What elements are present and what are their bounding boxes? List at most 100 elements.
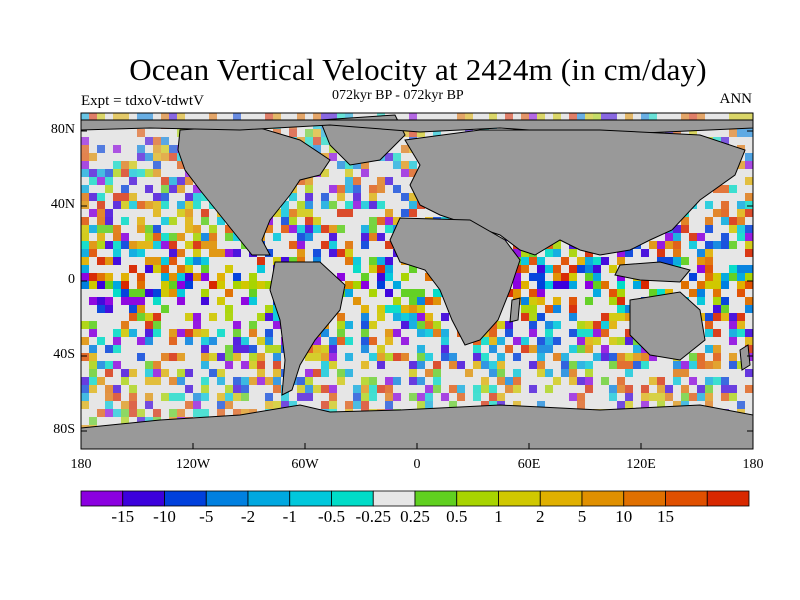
ocean-cell <box>433 377 441 385</box>
ocean-cell <box>625 353 633 361</box>
ocean-cell <box>169 217 177 225</box>
ocean-cell <box>401 313 409 321</box>
ocean-cell <box>129 313 137 321</box>
ocean-cell <box>121 169 129 177</box>
ocean-cell <box>153 265 161 273</box>
ocean-cell <box>105 225 113 233</box>
ocean-cell <box>345 353 353 361</box>
ocean-cell <box>361 305 369 313</box>
ocean-cell <box>129 393 137 401</box>
ocean-cell <box>257 377 265 385</box>
ocean-cell <box>473 385 481 393</box>
ocean-cell <box>217 393 225 401</box>
ocean-cell <box>153 385 161 393</box>
lat-label: 80N <box>50 122 75 137</box>
ocean-cell <box>537 257 545 265</box>
ocean-cell <box>745 337 753 345</box>
ocean-cell <box>345 369 353 377</box>
ocean-cell <box>137 113 145 121</box>
ocean-cell <box>329 401 337 409</box>
colorbar-swatch <box>80 490 124 507</box>
ocean-cell <box>337 209 345 217</box>
colorbar-swatch <box>289 490 332 507</box>
ocean-cell <box>729 185 737 193</box>
ocean-cell <box>529 257 537 265</box>
ocean-cell <box>601 329 609 337</box>
ocean-cell <box>313 129 321 137</box>
ocean-cell <box>425 385 433 393</box>
ocean-cell <box>561 257 569 265</box>
ocean-cell <box>193 249 201 257</box>
ocean-cell <box>537 353 545 361</box>
ocean-cell <box>337 249 345 257</box>
ocean-cell <box>209 249 217 257</box>
ocean-cell <box>321 353 329 361</box>
ocean-cell <box>233 409 241 417</box>
ocean-cell <box>745 369 753 377</box>
ocean-cell <box>721 281 729 289</box>
ocean-cell <box>161 233 169 241</box>
ocean-cell <box>601 385 609 393</box>
ocean-cell <box>681 217 689 225</box>
ocean-cell <box>177 209 185 217</box>
ocean-cell <box>193 273 201 281</box>
ocean-cell <box>681 393 689 401</box>
ocean-cell <box>401 353 409 361</box>
ocean-cell <box>457 361 465 369</box>
ocean-cell <box>417 345 425 353</box>
ocean-cell <box>345 209 353 217</box>
ocean-cell <box>161 297 169 305</box>
ocean-cell <box>273 353 281 361</box>
ocean-cell <box>337 185 345 193</box>
ocean-cell <box>345 201 353 209</box>
ocean-cell <box>153 289 161 297</box>
ocean-cell <box>497 321 505 329</box>
ocean-cell <box>521 257 529 265</box>
ocean-cell <box>633 353 641 361</box>
ocean-cell <box>249 321 257 329</box>
ocean-cell <box>169 257 177 265</box>
eurasia-land <box>404 129 746 256</box>
ocean-cell <box>529 361 537 369</box>
ocean-cell <box>553 377 561 385</box>
ocean-cell <box>193 225 201 233</box>
ocean-cell <box>521 345 529 353</box>
ocean-cell <box>609 329 617 337</box>
ocean-cell <box>721 209 729 217</box>
ocean-cell <box>281 209 289 217</box>
ocean-cell <box>449 401 457 409</box>
ocean-cell <box>529 321 537 329</box>
ocean-cell <box>577 265 585 273</box>
ocean-cell <box>409 361 417 369</box>
ocean-cell <box>241 393 249 401</box>
ocean-cell <box>705 401 713 409</box>
ocean-cell <box>513 337 521 345</box>
ocean-cell <box>673 377 681 385</box>
ocean-cell <box>529 313 537 321</box>
ocean-cell <box>177 113 185 121</box>
ocean-cell <box>177 377 185 385</box>
ocean-cell <box>569 297 577 305</box>
ocean-cell <box>441 345 449 353</box>
ocean-cell <box>745 385 753 393</box>
colorbar-swatch <box>665 490 708 507</box>
indonesia-land <box>614 261 691 283</box>
ocean-cell <box>481 377 489 385</box>
ocean-cell <box>433 321 441 329</box>
ocean-cell <box>553 241 561 249</box>
ocean-cell <box>81 233 89 241</box>
ocean-cell <box>689 361 697 369</box>
ocean-cell <box>721 297 729 305</box>
ocean-cell <box>89 353 97 361</box>
ocean-cell <box>137 145 145 153</box>
ocean-cell <box>641 113 649 121</box>
ocean-cell <box>161 393 169 401</box>
ocean-cell <box>537 313 545 321</box>
ocean-cell <box>225 257 233 265</box>
ocean-cell <box>617 305 625 313</box>
ocean-cell <box>729 329 737 337</box>
ocean-cell <box>113 289 121 297</box>
ocean-cell <box>465 377 473 385</box>
ocean-cell <box>185 329 193 337</box>
